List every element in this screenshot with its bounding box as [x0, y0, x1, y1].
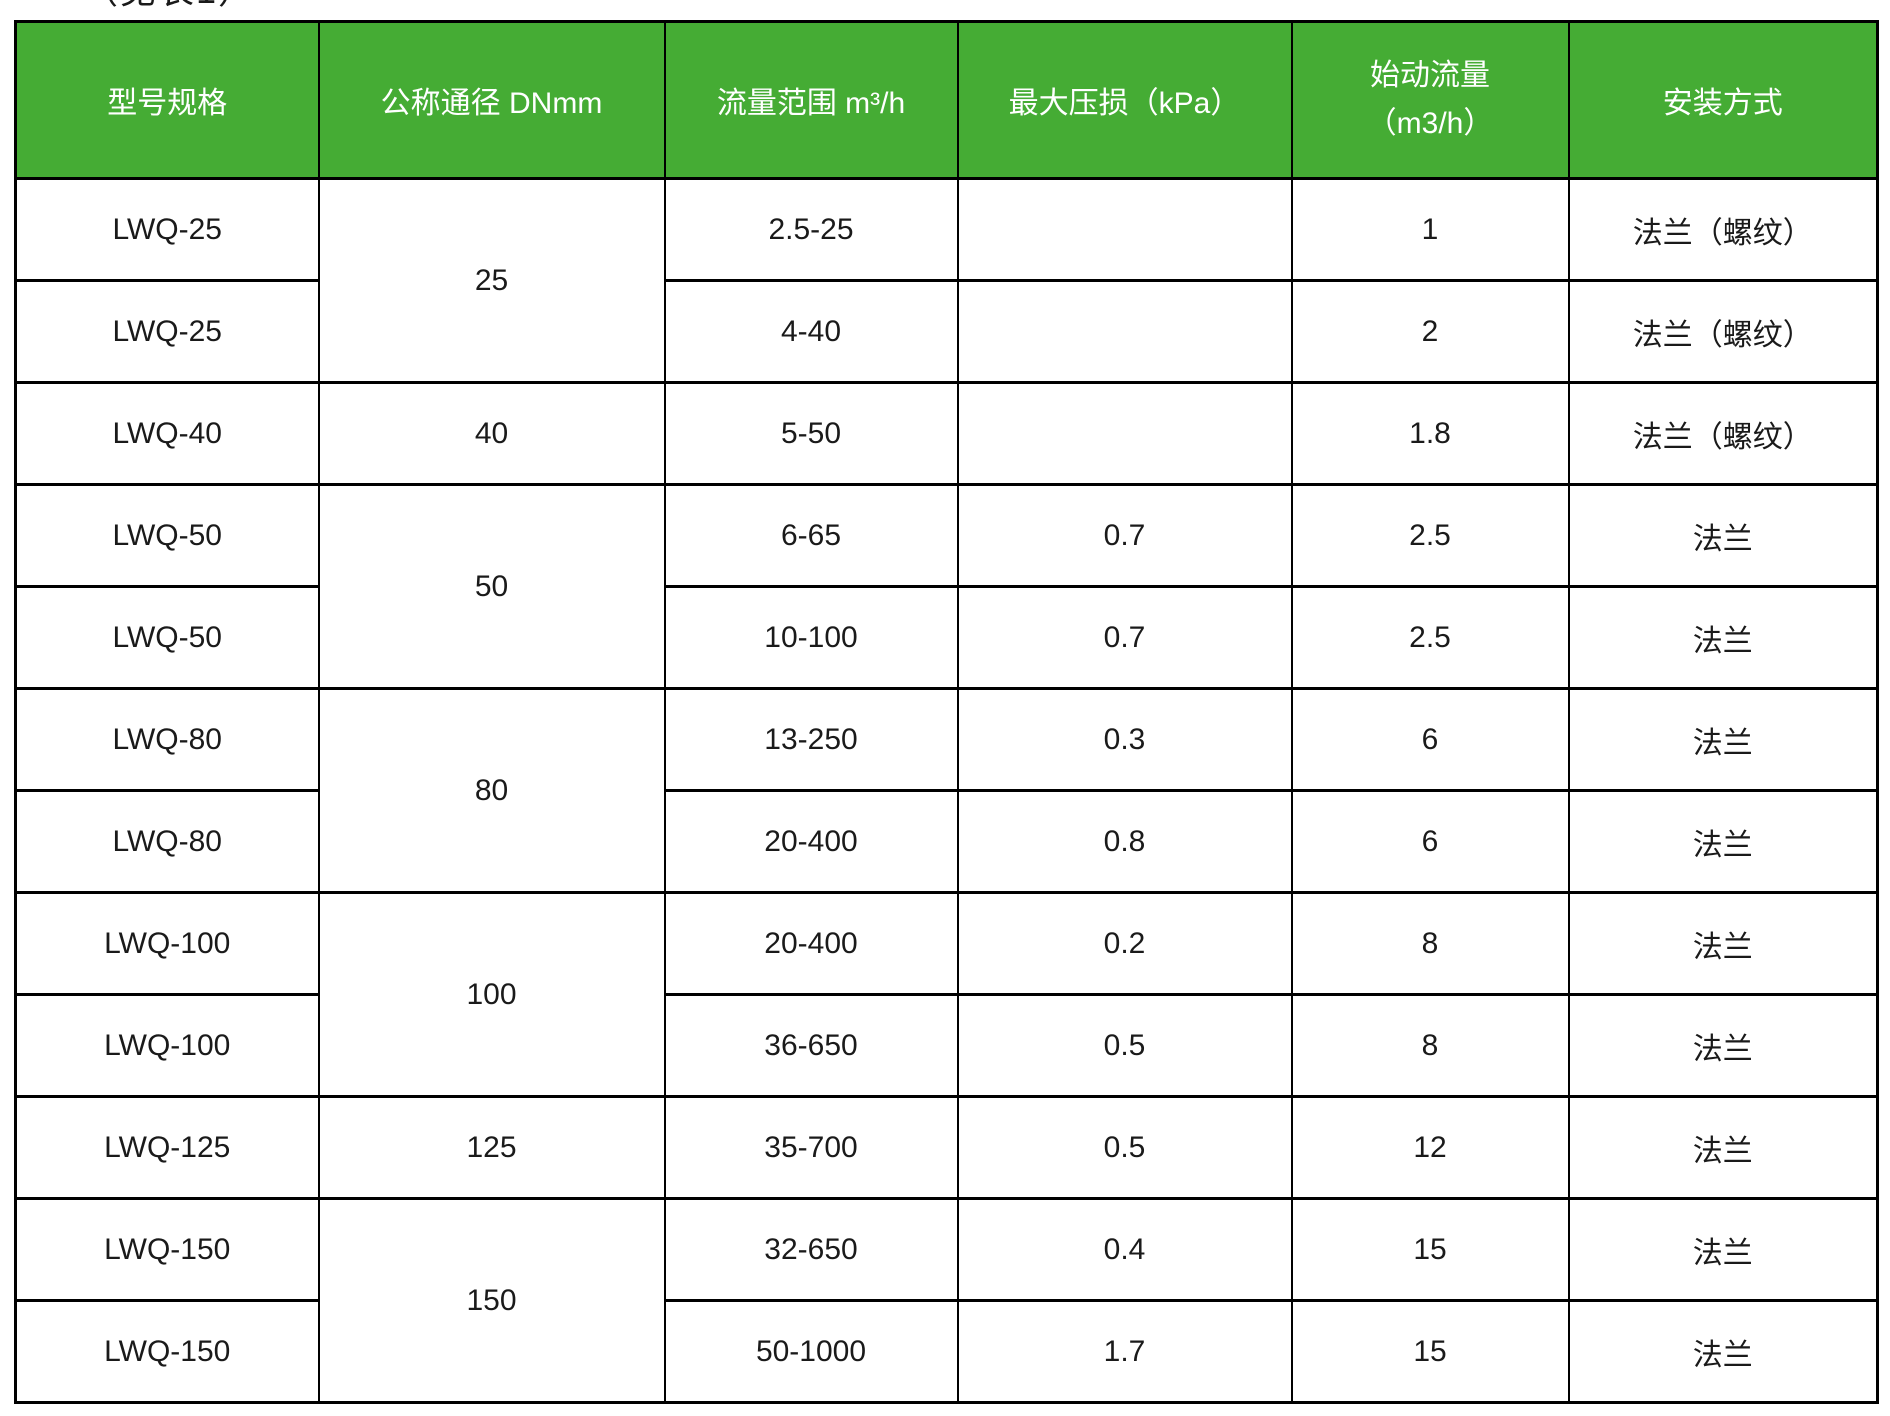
table-row: LWQ-100 36-650 0.5 8 法兰 [14, 993, 1879, 1098]
cell-install: 法兰（螺纹） [1567, 381, 1879, 486]
cell-model: LWQ-100 [14, 993, 320, 1098]
table-row: LWQ-50 50 6-65 0.7 2.5 法兰 [14, 483, 1879, 690]
table-row: LWQ-40 40 5-50 1.8 法兰（螺纹） [14, 381, 1879, 486]
cell-model: LWQ-125 [14, 1095, 320, 1200]
header-row: 型号规格 公称通径 DNmm 流量范围 m³/h 最大压损（kPa） 始动流量 … [14, 20, 1879, 180]
cell-loss: 1.7 [956, 1299, 1293, 1404]
cell-start: 15 [1290, 1299, 1570, 1404]
cell-model: LWQ-150 [14, 1197, 320, 1302]
cell-loss: 0.8 [956, 789, 1293, 894]
cell-start: 6 [1290, 789, 1570, 894]
spec-table-body: LWQ-25 25 2.5-25 1 法兰（螺纹） LWQ-25 4-40 2 … [14, 177, 1879, 1404]
cell-install: 法兰 [1567, 891, 1879, 996]
cell-model: LWQ-25 [14, 177, 320, 282]
cell-flow: 20-400 [663, 789, 959, 894]
cell-flow: 5-50 [663, 381, 959, 486]
cell-loss [956, 381, 1293, 486]
table-row: LWQ-150 150 32-650 0.4 15 法兰 [14, 1197, 1879, 1404]
cell-loss [956, 177, 1293, 282]
cell-start: 12 [1290, 1095, 1570, 1200]
cell-dn: 150 [317, 1197, 666, 1404]
cell-loss [956, 279, 1293, 384]
cell-loss: 0.7 [956, 483, 1293, 588]
cell-flow: 10-100 [663, 585, 959, 690]
cell-install: 法兰 [1567, 1299, 1879, 1404]
cell-flow: 4-40 [663, 279, 959, 384]
cell-install: 法兰 [1567, 585, 1879, 690]
cell-start: 2.5 [1290, 483, 1570, 588]
cell-model: LWQ-50 [14, 483, 320, 588]
cell-dn: 100 [317, 891, 666, 1098]
col-header-start-line2: （m3/h） [1366, 107, 1494, 140]
cell-install: 法兰 [1567, 1095, 1879, 1200]
cell-loss: 0.7 [956, 585, 1293, 690]
cell-flow: 35-700 [663, 1095, 959, 1200]
cell-install: 法兰 [1567, 483, 1879, 588]
cell-start: 1.8 [1290, 381, 1570, 486]
cell-flow: 32-650 [663, 1197, 959, 1302]
cell-dn: 25 [317, 177, 666, 384]
spec-table: 型号规格 公称通径 DNmm 流量范围 m³/h 最大压损（kPa） 始动流量 … [14, 20, 1879, 1404]
cell-start: 1 [1290, 177, 1570, 282]
table-row: LWQ-100 100 20-400 0.2 8 法兰 [14, 891, 1879, 1098]
table-row: LWQ-125 125 35-700 0.5 12 法兰 [14, 1095, 1879, 1200]
table-row: LWQ-80 20-400 0.8 6 法兰 [14, 789, 1879, 894]
cell-loss: 0.5 [956, 993, 1293, 1098]
table-row: LWQ-150 50-1000 1.7 15 法兰 [14, 1299, 1879, 1404]
cell-model: LWQ-100 [14, 891, 320, 996]
cell-flow: 50-1000 [663, 1299, 959, 1404]
cell-install: 法兰 [1567, 687, 1879, 792]
cell-loss: 0.4 [956, 1197, 1293, 1302]
col-header-loss: 最大压损（kPa） [956, 20, 1293, 180]
cell-start: 2.5 [1290, 585, 1570, 690]
cutoff-caption: （见表1） [82, 0, 256, 11]
col-header-start-line1: 始动流量 [1370, 59, 1490, 92]
cell-install: 法兰 [1567, 789, 1879, 894]
table-row: LWQ-25 25 2.5-25 1 法兰（螺纹） [14, 177, 1879, 384]
cell-model: LWQ-50 [14, 585, 320, 690]
cell-dn: 125 [317, 1095, 666, 1200]
cell-model: LWQ-80 [14, 687, 320, 792]
cell-start: 2 [1290, 279, 1570, 384]
cell-loss: 0.2 [956, 891, 1293, 996]
cell-model: LWQ-150 [14, 1299, 320, 1404]
col-header-start: 始动流量 （m3/h） [1290, 20, 1570, 180]
cell-flow: 36-650 [663, 993, 959, 1098]
col-header-flow: 流量范围 m³/h [663, 20, 959, 180]
table-row: LWQ-80 80 13-250 0.3 6 法兰 [14, 687, 1879, 894]
cell-start: 8 [1290, 891, 1570, 996]
cell-flow: 13-250 [663, 687, 959, 792]
col-header-install: 安装方式 [1567, 20, 1879, 180]
col-header-model: 型号规格 [14, 20, 320, 180]
cell-loss: 0.5 [956, 1095, 1293, 1200]
cell-model: LWQ-25 [14, 279, 320, 384]
cell-dn: 80 [317, 687, 666, 894]
spec-table-head: 型号规格 公称通径 DNmm 流量范围 m³/h 最大压损（kPa） 始动流量 … [14, 20, 1879, 180]
cell-start: 8 [1290, 993, 1570, 1098]
cell-loss: 0.3 [956, 687, 1293, 792]
cell-install: 法兰 [1567, 993, 1879, 1098]
cell-flow: 2.5-25 [663, 177, 959, 282]
cell-flow: 20-400 [663, 891, 959, 996]
cell-install: 法兰（螺纹） [1567, 279, 1879, 384]
col-header-dn: 公称通径 DNmm [317, 20, 666, 180]
cell-flow: 6-65 [663, 483, 959, 588]
table-row: LWQ-25 4-40 2 法兰（螺纹） [14, 279, 1879, 384]
cell-model: LWQ-80 [14, 789, 320, 894]
table-row: LWQ-50 10-100 0.7 2.5 法兰 [14, 585, 1879, 690]
cell-start: 6 [1290, 687, 1570, 792]
cell-start: 15 [1290, 1197, 1570, 1302]
cell-install: 法兰 [1567, 1197, 1879, 1302]
caption-text: （见表1） [82, 0, 256, 11]
cell-model: LWQ-40 [14, 381, 320, 486]
cell-install: 法兰（螺纹） [1567, 177, 1879, 282]
cell-dn: 50 [317, 483, 666, 690]
cell-dn: 40 [317, 381, 666, 486]
